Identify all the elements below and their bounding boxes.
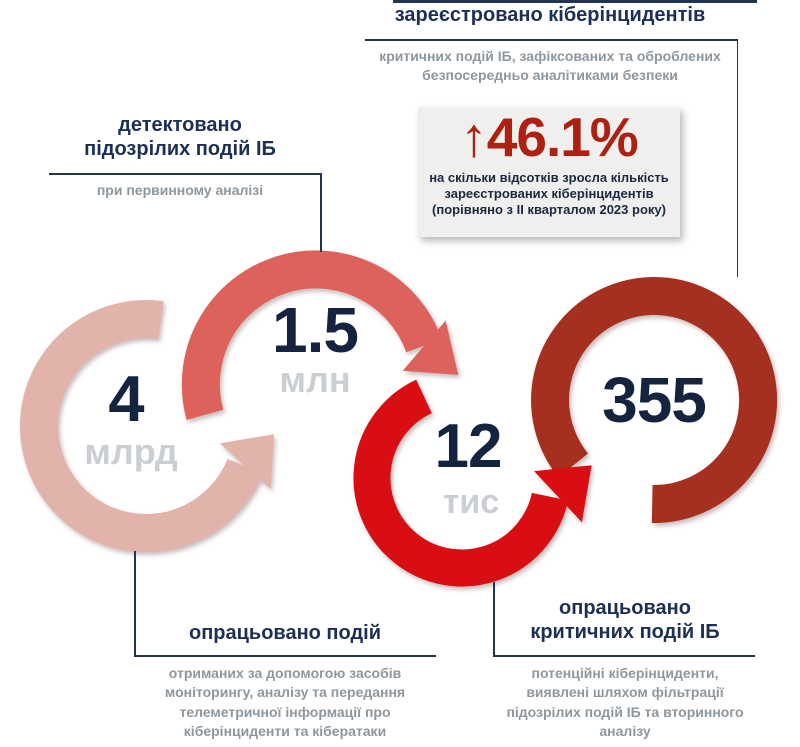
detected-title: детектовано підозрілих подій ІБ bbox=[84, 114, 276, 160]
kpi-growth-box: ↑ 46.1% на скільки відсотків зросла кільк… bbox=[418, 107, 680, 237]
registered-title: зареєстровано кіберінцидентів bbox=[394, 4, 706, 26]
ring-processed-events bbox=[20, 300, 274, 553]
detected-note: при первинному аналізі bbox=[96, 182, 264, 198]
stage-1-unit: млрд bbox=[84, 431, 178, 472]
kpi-growth-value: 46.1% bbox=[486, 106, 639, 168]
detected-underline bbox=[49, 173, 321, 175]
arrow-head-to-detected bbox=[219, 434, 274, 489]
registered-connector bbox=[736, 39, 739, 277]
stage-2-value: 1.5 bbox=[272, 294, 359, 366]
stage-4-value: 355 bbox=[602, 364, 707, 436]
stage-1-value: 4 bbox=[108, 362, 144, 435]
processed-title: опрацьовано подій bbox=[188, 622, 382, 644]
arrow-head-to-registered bbox=[534, 465, 592, 523]
registered-note: критичних подій ІБ, зафіксованих та обро… bbox=[379, 48, 721, 84]
critical-underline bbox=[493, 655, 755, 657]
top-crop-border bbox=[393, 0, 757, 3]
critical-title: опрацьовано критичних подій ІБ bbox=[530, 597, 720, 643]
detected-connector bbox=[320, 173, 322, 252]
ring-registered-incidents bbox=[531, 277, 778, 524]
stage-3-value: 12 bbox=[434, 412, 503, 481]
kpi-growth-value-row: ↑ 46.1% bbox=[418, 110, 680, 165]
processed-note: отриманих за допомогою засобів моніторин… bbox=[164, 665, 406, 739]
stage-3-unit: тис bbox=[442, 483, 500, 521]
stage-2-unit: млн bbox=[279, 359, 351, 400]
critical-connector bbox=[493, 582, 495, 655]
processed-connector bbox=[134, 551, 136, 655]
processed-underline bbox=[134, 655, 436, 657]
registered-underline bbox=[365, 39, 738, 41]
ring-critical-events bbox=[353, 379, 592, 587]
arrow-up-icon: ↑ bbox=[460, 106, 487, 168]
kpi-growth-caption: на скільки відсотків зросла кількість за… bbox=[429, 170, 669, 218]
ring-detected-events bbox=[181, 250, 459, 420]
arrow-head-to-critical bbox=[402, 320, 459, 375]
critical-note: потенційні кіберінциденти, виявлені шлях… bbox=[506, 665, 744, 739]
